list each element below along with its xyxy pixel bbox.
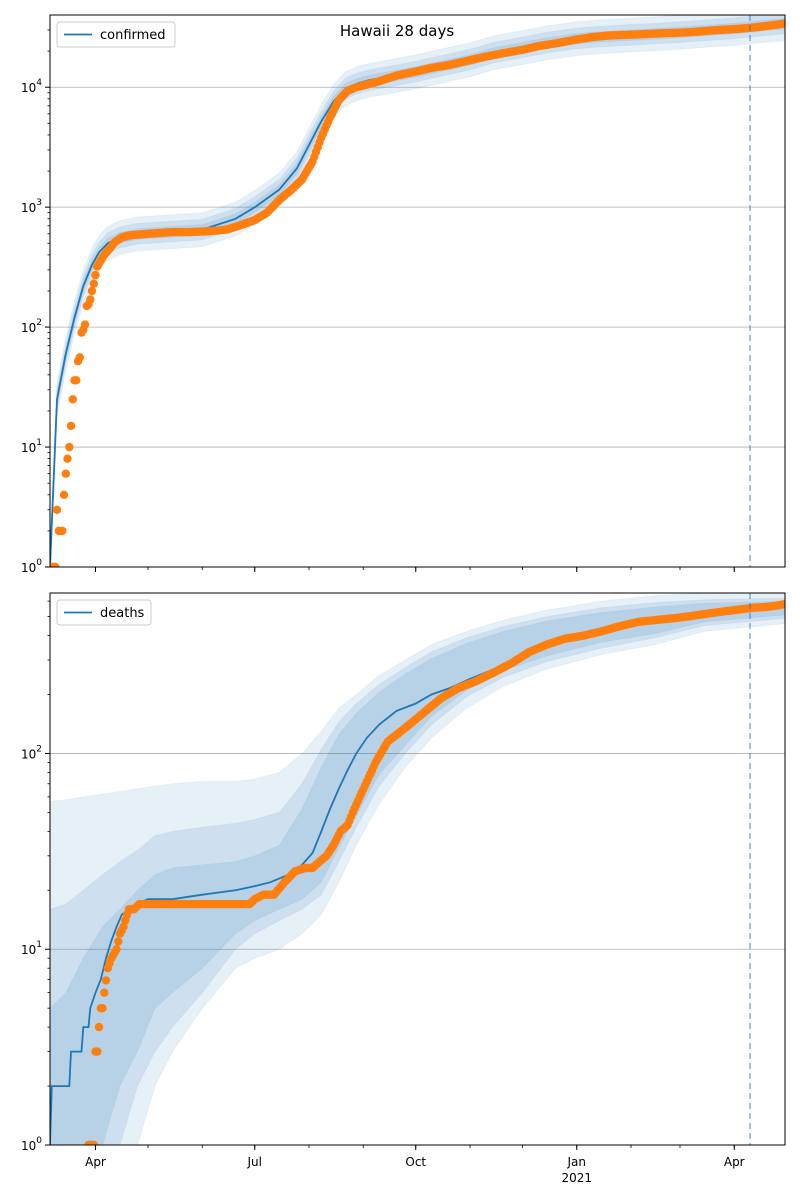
observed-point [89,1140,98,1145]
y-tick-label: 100 [21,1136,42,1153]
observed-point [72,376,81,385]
observed-point [65,442,74,452]
x-tick-sublabel: 2021 [561,1171,592,1185]
observed-point [780,599,785,609]
band-inner [50,17,785,567]
observed-point [58,526,67,536]
axes-frame [49,14,786,568]
x-tick-label: Apr [724,1155,745,1169]
observed-point [51,562,60,567]
observed-point [91,270,100,280]
observed-point [119,922,128,932]
x-tick-label: Jan [567,1155,587,1169]
figure-title: Hawaii 28 days [340,22,454,40]
observed-point [87,286,97,296]
observed-point [101,976,111,985]
observed-point [93,1047,102,1056]
legend: confirmed [56,21,176,48]
legend-box [56,21,176,48]
legend-label: confirmed [100,28,166,43]
y-tick-label: 102 [21,318,42,335]
observed-point [86,295,95,304]
model-line-confirmed [50,22,785,567]
observed-points [84,599,785,1145]
observed-point [89,279,99,288]
y-tick-label: 101 [21,438,42,455]
deaths-panel: 100 101 102 Apr Jul Oct Jan 2021 Apr deaths [21,592,786,1185]
observed-point [100,988,109,997]
legend-label: deaths [100,606,145,621]
observed-point [59,490,69,499]
y-tick-label: 103 [21,198,42,215]
observed-point [61,469,70,478]
x-tick-label: Jul [247,1155,262,1169]
observed-point [52,505,62,514]
observed-point [112,945,121,954]
legend-box [56,599,152,626]
band-outer [50,15,785,567]
observed-point [80,320,90,329]
y-tick-label: 101 [21,940,42,957]
y-tick-label: 102 [21,744,42,761]
observed-point [780,19,785,28]
observed-points [50,19,785,567]
y-tick-label: 104 [21,78,42,95]
observed-point [63,454,72,463]
observed-point [114,937,123,946]
confirmed-panel: 100 101 102 103 104 confirmed [21,14,786,575]
observed-point [66,421,76,431]
y-tick-label: 100 [21,558,42,575]
observed-point [68,395,78,404]
legend: deaths [56,599,152,626]
band-inner [50,600,785,1145]
observed-point [94,1022,104,1032]
observed-point [98,1004,107,1013]
observed-point [75,353,85,362]
axes-frame [49,592,786,1146]
x-tick-label: Oct [405,1155,426,1169]
x-tick-label: Apr [85,1155,106,1169]
band-middle [50,15,785,567]
band-middle [50,597,785,1145]
